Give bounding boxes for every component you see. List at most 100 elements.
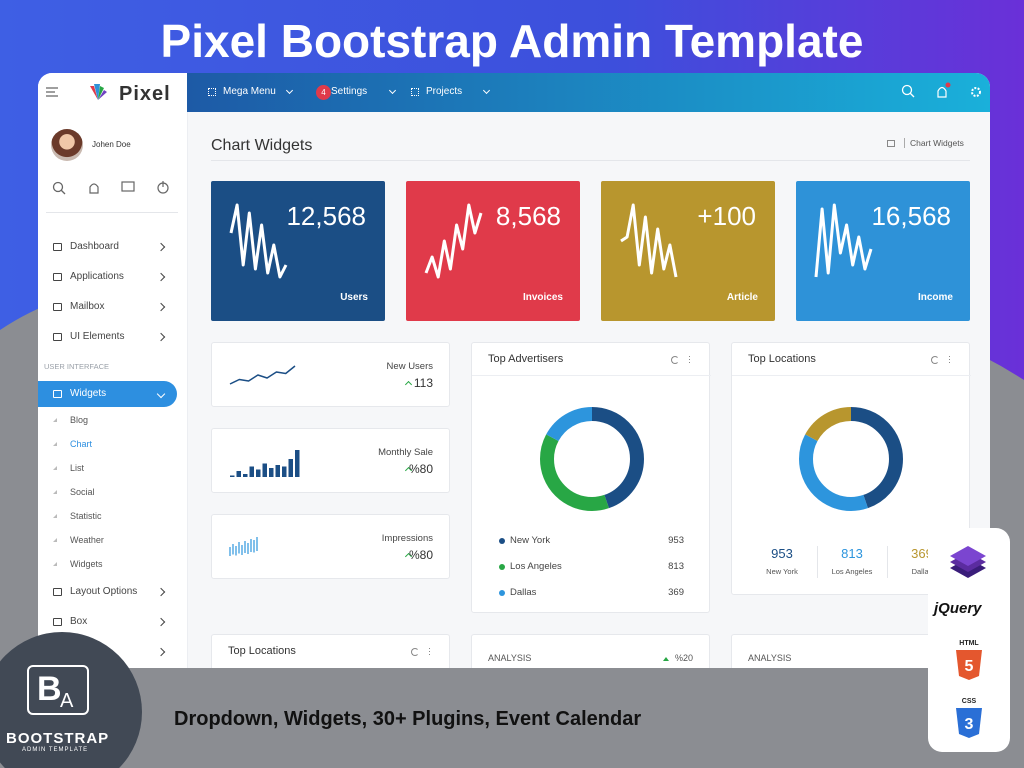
logo-tagline: ADMIN TEMPLATE xyxy=(22,747,89,753)
stat-card: 8,568 Invoices xyxy=(406,181,580,321)
stat-value: 12,568 xyxy=(286,201,366,231)
change-value: %20 xyxy=(674,653,693,663)
bell-icon xyxy=(937,86,947,98)
menu-toggle xyxy=(46,87,58,97)
refresh-icon[interactable] xyxy=(411,648,419,656)
legend-value: 369 xyxy=(668,587,684,598)
trend-arrow xyxy=(404,380,413,389)
divider xyxy=(211,160,970,161)
legend-dot xyxy=(499,590,505,596)
mini-widget: Monthly Sale %80 xyxy=(211,428,450,493)
badge: 4 xyxy=(316,85,331,100)
nav-item[interactable]: Layout Options xyxy=(70,586,138,597)
widget-label: Monthly Sale xyxy=(378,447,433,458)
jquery-logo: jQuery xyxy=(934,600,982,617)
sparkline xyxy=(229,203,288,279)
divider xyxy=(46,212,178,213)
user-name[interactable]: Johen Doe xyxy=(92,140,131,149)
sub-bullet xyxy=(53,442,57,446)
sparkline xyxy=(814,203,873,278)
sub-item[interactable]: Weather xyxy=(70,535,104,545)
bar xyxy=(295,450,300,477)
sub-item[interactable]: Chart xyxy=(70,439,93,449)
mini-chart xyxy=(229,537,258,556)
nav-item[interactable]: Mailbox xyxy=(70,301,105,312)
nav-item[interactable]: Dashboard xyxy=(70,241,119,252)
menu-dots[interactable] xyxy=(948,355,950,363)
bar xyxy=(236,471,241,477)
menu-dots[interactable] xyxy=(688,355,690,363)
stat-label: Invoices xyxy=(522,292,563,303)
brand-badge: B A BOOTSTRAP ADMIN TEMPLATE xyxy=(0,632,142,768)
banner-caption: Dropdown, Widgets, 30+ Plugins, Event Ca… xyxy=(174,708,642,730)
legend-name: New York xyxy=(510,535,551,546)
widget-value: %80 xyxy=(408,462,433,476)
sub-item[interactable]: Widgets xyxy=(70,559,103,569)
menu-icon xyxy=(411,88,419,96)
stat-label: Income xyxy=(917,292,953,303)
bottom-card: Top Locations xyxy=(211,634,450,668)
shield: 5 xyxy=(956,650,982,680)
bar xyxy=(262,463,267,477)
card-title: Top Advertisers xyxy=(488,353,564,365)
card-title: ANALYSIS xyxy=(488,653,532,663)
brand-logo-part xyxy=(98,86,104,100)
chevron xyxy=(156,647,166,657)
menu-icon xyxy=(208,88,216,96)
sub-bullet xyxy=(53,490,57,494)
nav-item[interactable]: UI Elements xyxy=(70,331,125,342)
navbar: Mega Menu 4 Settings Projects xyxy=(187,73,990,112)
sub-item[interactable]: Social xyxy=(70,487,95,497)
legend-name: Dallas xyxy=(510,587,537,598)
bar xyxy=(256,469,261,477)
menu-item[interactable]: Projects xyxy=(426,86,463,97)
mini-chart xyxy=(229,365,296,385)
avatar xyxy=(51,129,83,161)
nav-item[interactable]: Applications xyxy=(70,271,124,282)
stat-sparkline xyxy=(424,203,483,279)
donut-segment xyxy=(540,407,644,511)
refresh-icon[interactable] xyxy=(931,356,939,364)
nav-item[interactable]: Box xyxy=(70,616,88,627)
bootstrap-layer xyxy=(950,546,986,566)
chevron xyxy=(156,587,166,597)
sub-bullet xyxy=(53,538,57,542)
sub-item[interactable]: List xyxy=(70,463,85,473)
location-value: 953 xyxy=(771,546,793,561)
donut-segment xyxy=(799,407,903,511)
tech-name: HTML xyxy=(959,640,979,647)
shield: 3 xyxy=(956,708,982,738)
donut-segment xyxy=(799,407,903,511)
card-title: ANALYSIS xyxy=(748,653,792,663)
sub-item[interactable]: Blog xyxy=(70,415,89,425)
widget-label: New Users xyxy=(386,361,433,372)
sub-bullet xyxy=(53,466,57,470)
sparkline xyxy=(229,365,296,385)
menu-item[interactable]: Settings xyxy=(331,86,368,97)
legend-value: 813 xyxy=(668,561,684,572)
location-value: 813 xyxy=(841,546,863,561)
logo-letter: A xyxy=(60,690,74,712)
bar xyxy=(230,475,235,477)
card-title: Top Locations xyxy=(748,353,816,365)
widget-label: Impressions xyxy=(381,533,433,544)
top-locations-card: Top Locations 953 New York 813 Los Angeles 36… xyxy=(731,342,971,595)
breadcrumb[interactable]: Chart Widgets xyxy=(904,138,964,148)
home-icon xyxy=(887,140,895,147)
chevron xyxy=(156,272,166,282)
sidebar: Pixel Johen Doe Dashboard Applications Mailb… xyxy=(38,73,188,668)
top-advertisers-card: Top Advertisers New York 953 Los Angeles 813… xyxy=(471,342,711,613)
location-name: Dallas xyxy=(911,567,933,576)
banner-title: Pixel Bootstrap Admin Template xyxy=(160,15,864,67)
nav-icon xyxy=(53,618,62,626)
bar xyxy=(282,466,287,477)
nav-icon xyxy=(53,588,62,596)
menu-dots[interactable] xyxy=(428,647,430,655)
chevron xyxy=(156,242,166,252)
tech-version: 3 xyxy=(965,716,974,733)
nav-item[interactable]: Widgets xyxy=(70,388,107,399)
sub-item[interactable]: Statistic xyxy=(70,511,102,521)
refresh-icon[interactable] xyxy=(671,356,679,364)
menu-item[interactable]: Mega Menu xyxy=(223,86,276,97)
legend-name: Los Angeles xyxy=(510,561,562,572)
